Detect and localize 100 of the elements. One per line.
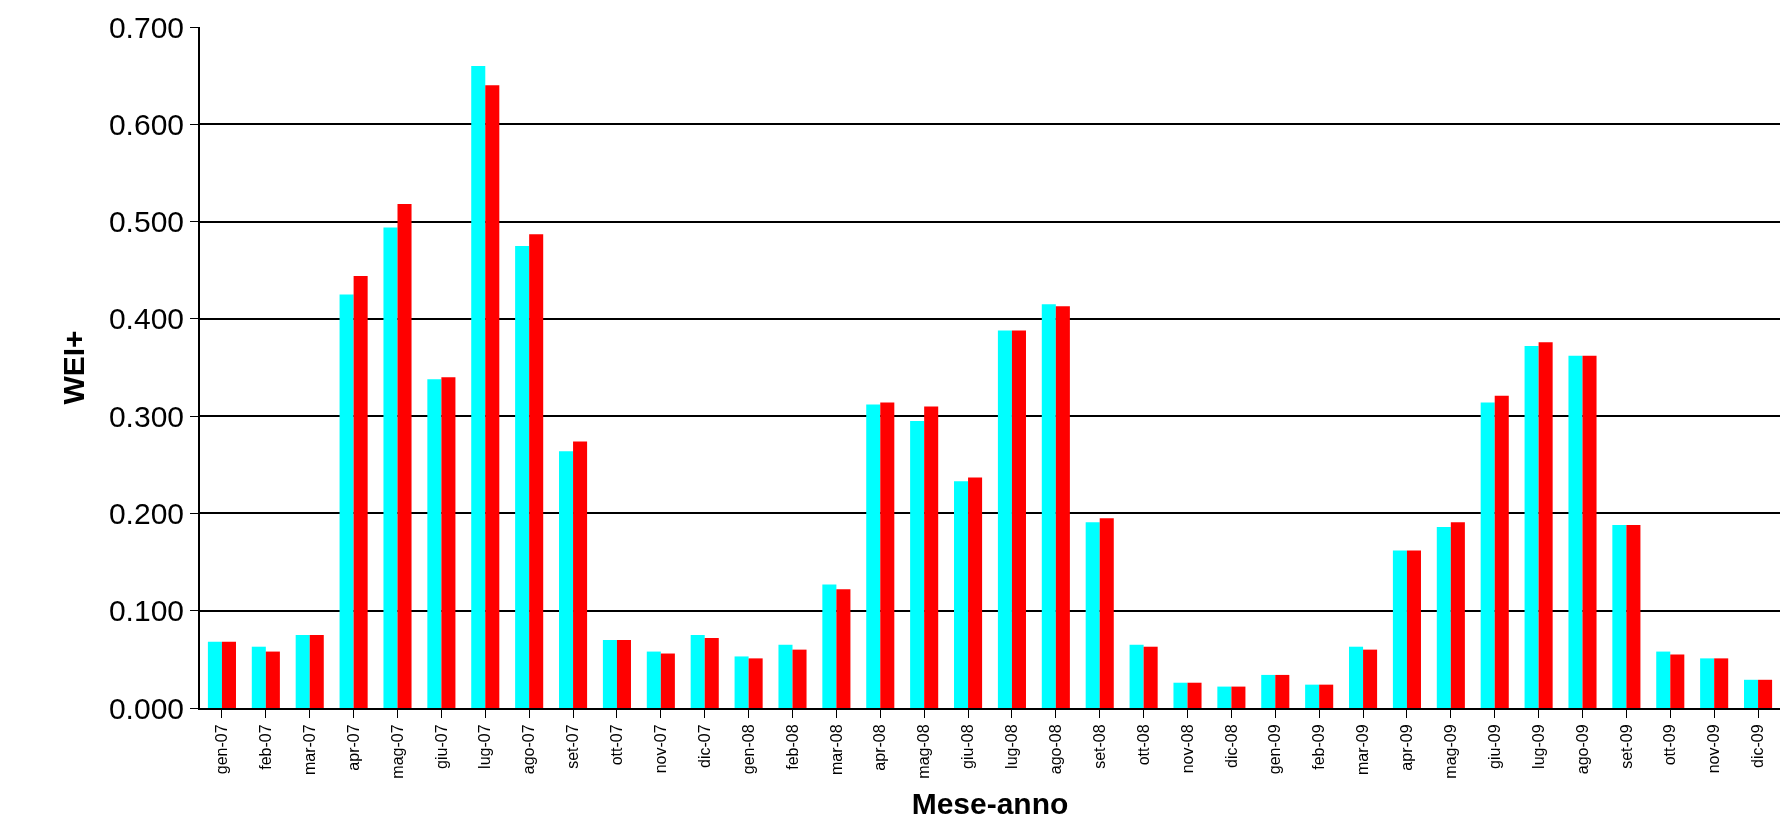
x-tick-label: ago-09 bbox=[1573, 724, 1591, 775]
bar bbox=[866, 404, 881, 708]
y-tick-label: 0.100 bbox=[108, 594, 184, 628]
bar bbox=[836, 589, 851, 708]
bar bbox=[792, 649, 807, 708]
bar bbox=[1392, 550, 1407, 708]
bar bbox=[1305, 684, 1320, 708]
bar bbox=[1363, 649, 1378, 708]
bar bbox=[1494, 395, 1509, 708]
bar bbox=[1041, 304, 1056, 708]
bar bbox=[441, 377, 456, 708]
bar bbox=[265, 651, 280, 708]
bar bbox=[1758, 679, 1773, 708]
bar bbox=[1524, 346, 1539, 708]
y-tick-label: 0.700 bbox=[108, 10, 184, 44]
bar bbox=[1187, 682, 1202, 708]
x-tick-label: mar-08 bbox=[827, 724, 845, 776]
x-tick-label: ago-07 bbox=[520, 724, 538, 775]
x-tick-label: dic-09 bbox=[1749, 724, 1767, 768]
bar bbox=[1261, 674, 1276, 708]
x-tick-label: lug-08 bbox=[1003, 724, 1021, 769]
bar bbox=[646, 651, 661, 708]
x-tick-label: dic-07 bbox=[695, 724, 713, 768]
bar bbox=[529, 234, 544, 708]
bar bbox=[339, 294, 354, 708]
bar bbox=[471, 65, 486, 708]
bar bbox=[1275, 674, 1290, 708]
x-tick-label: giu-07 bbox=[432, 724, 450, 769]
bar bbox=[734, 656, 749, 708]
bar bbox=[1055, 306, 1070, 708]
bar bbox=[1612, 525, 1627, 708]
bar bbox=[1085, 522, 1100, 708]
bar bbox=[1099, 518, 1114, 708]
x-tick-label: apr-09 bbox=[1398, 724, 1416, 771]
bar bbox=[1700, 658, 1715, 708]
x-tick-label: feb-09 bbox=[1310, 724, 1328, 770]
bar bbox=[822, 584, 837, 708]
bar bbox=[1626, 525, 1641, 708]
x-tick-label: lug-09 bbox=[1529, 724, 1547, 769]
bar bbox=[1714, 658, 1729, 708]
bar bbox=[207, 641, 222, 708]
bar bbox=[910, 421, 925, 708]
bar bbox=[704, 637, 719, 708]
bar bbox=[1670, 654, 1685, 708]
bar bbox=[1538, 342, 1553, 708]
bar bbox=[295, 635, 310, 708]
x-tick-label: ott-07 bbox=[608, 724, 626, 766]
x-tick-label: lug-07 bbox=[476, 724, 494, 769]
x-tick-label: feb-07 bbox=[257, 724, 275, 770]
x-tick-label: giu-08 bbox=[959, 724, 977, 769]
bar bbox=[997, 330, 1012, 708]
x-tick-label: feb-08 bbox=[783, 724, 801, 770]
bar bbox=[559, 451, 574, 708]
x-tick-label: apr-07 bbox=[344, 724, 362, 771]
x-tick-label: mag-09 bbox=[1442, 724, 1460, 779]
bar bbox=[515, 245, 530, 708]
y-tick-label: 0.400 bbox=[108, 302, 184, 336]
y-tick-label: 0.000 bbox=[108, 691, 184, 725]
x-tick-label: set-08 bbox=[1090, 724, 1108, 769]
bar bbox=[1349, 646, 1364, 708]
bar bbox=[924, 406, 939, 708]
bar bbox=[616, 639, 631, 708]
x-tick-label: nov-09 bbox=[1705, 724, 1723, 774]
bar bbox=[880, 402, 895, 708]
bar bbox=[309, 635, 324, 708]
bar bbox=[1582, 355, 1597, 708]
x-tick-label: giu-09 bbox=[1485, 724, 1503, 769]
y-axis-title: WEI+ bbox=[57, 330, 91, 405]
y-tick-label: 0.600 bbox=[108, 107, 184, 141]
bar bbox=[1143, 646, 1158, 708]
bar bbox=[1319, 684, 1334, 708]
y-tick-label: 0.500 bbox=[108, 205, 184, 239]
bar bbox=[397, 204, 412, 708]
bar bbox=[427, 379, 442, 708]
bar bbox=[1436, 527, 1451, 708]
bar bbox=[251, 646, 266, 708]
x-tick-label: set-09 bbox=[1617, 724, 1635, 769]
x-tick-label: ott-09 bbox=[1661, 724, 1679, 766]
x-tick-label: nov-07 bbox=[652, 724, 670, 774]
y-tick-label: 0.200 bbox=[108, 496, 184, 530]
x-tick-label: dic-08 bbox=[1222, 724, 1240, 768]
bar bbox=[1450, 522, 1465, 708]
y-tick-label: 0.300 bbox=[108, 399, 184, 433]
x-tick-label: gen-07 bbox=[213, 724, 231, 775]
bar bbox=[353, 276, 368, 708]
x-tick-label: set-07 bbox=[564, 724, 582, 769]
bar bbox=[954, 481, 969, 708]
bar bbox=[602, 639, 617, 708]
x-tick-label: mag-08 bbox=[915, 724, 933, 779]
bar bbox=[778, 644, 793, 708]
bar bbox=[485, 85, 500, 708]
x-tick-label: gen-09 bbox=[1266, 724, 1284, 775]
bar bbox=[221, 641, 236, 708]
x-tick-label: mag-07 bbox=[388, 724, 406, 779]
bar bbox=[1480, 402, 1495, 708]
bar bbox=[1217, 686, 1232, 708]
bar bbox=[1656, 651, 1671, 708]
bar bbox=[1568, 355, 1583, 708]
x-tick-label: ott-08 bbox=[1134, 724, 1152, 766]
x-axis-title: Mese-anno bbox=[911, 786, 1069, 820]
